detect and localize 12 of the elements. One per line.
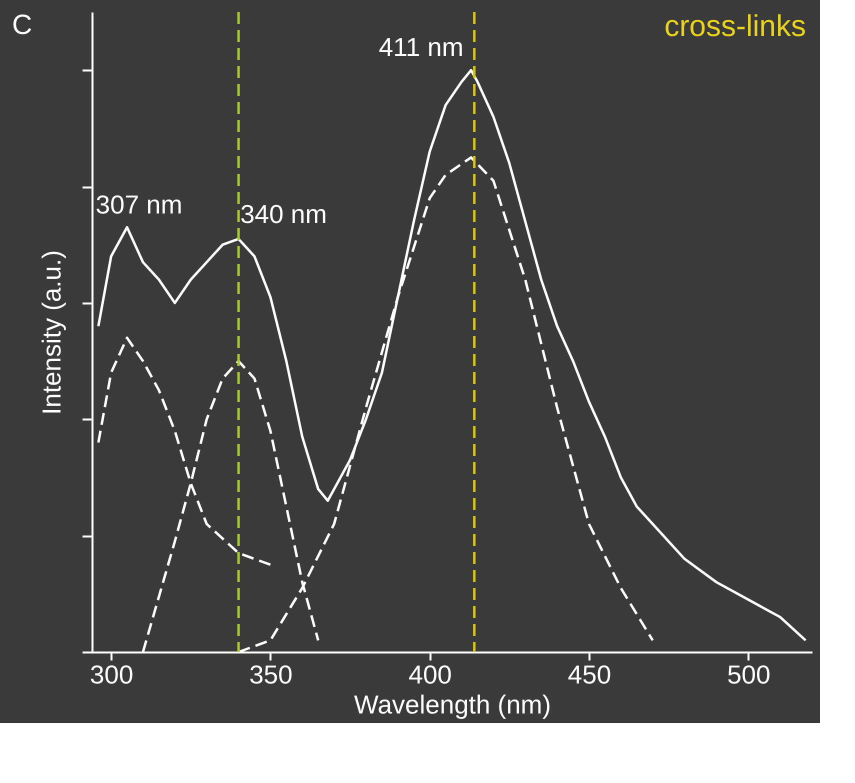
x-tick-label: 350 (249, 660, 293, 690)
x-tick-label: 500 (727, 660, 770, 690)
annotation: 307 nm (96, 189, 182, 220)
y-axis-title: Intensity (a.u.) (36, 250, 66, 415)
x-tick-label: 450 (568, 660, 612, 690)
annotation: 411 nm (378, 32, 464, 62)
annotation: 340 nm (240, 198, 327, 229)
x-tick-label: 300 (90, 660, 134, 690)
x-tick-label: 400 (408, 660, 452, 690)
x-axis-title: Wavelength (nm) (354, 690, 551, 720)
text: C (12, 9, 32, 40)
text: cross-links (664, 10, 806, 43)
